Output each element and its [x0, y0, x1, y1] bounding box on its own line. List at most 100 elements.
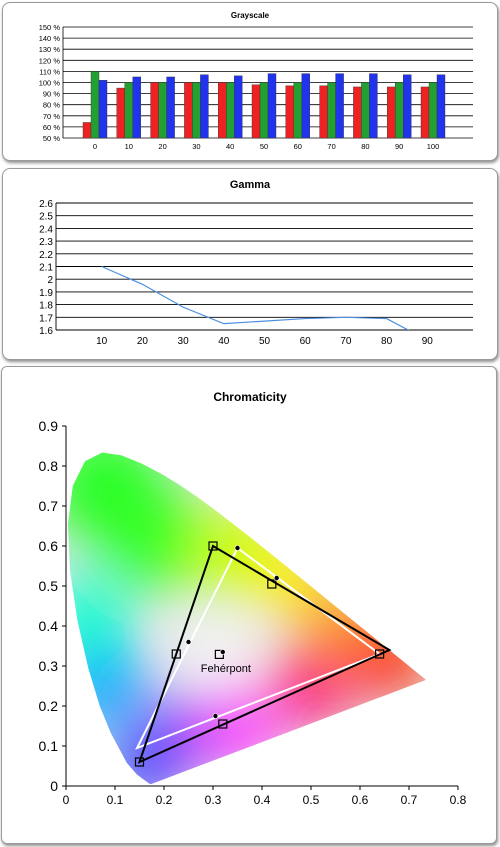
bar-green: [428, 82, 438, 139]
bar-blue: [436, 74, 446, 139]
y-tick-label: 2.4: [39, 224, 53, 235]
y-tick-label: 50 %: [43, 134, 60, 143]
y-tick-label: 0.3: [39, 658, 59, 674]
y-tick-label: 0.5: [39, 578, 59, 594]
x-tick-label: 0.2: [156, 793, 173, 807]
y-tick-label: 80 %: [43, 101, 60, 110]
target-marker: [267, 579, 277, 589]
y-tick-label: 0.8: [39, 458, 59, 474]
y-tick-label: 130 %: [39, 45, 61, 54]
y-tick-label: 2.5: [39, 212, 53, 223]
x-tick-label: 0.8: [450, 793, 467, 807]
gamma-panel: Gamma 1.6 1.7 1.8 1.9 2 2.1 2.2 2.3 2.4 2.5 2.6 10 20…: [2, 168, 498, 360]
x-tick-label: 50: [260, 142, 268, 151]
x-tick-label: 0.7: [401, 793, 418, 807]
y-tick-label: 2.6: [39, 199, 53, 210]
y-tick-label: 120 %: [39, 56, 61, 65]
bar-red: [387, 86, 396, 139]
x-tick-label: 40: [226, 142, 234, 151]
target-marker: [171, 649, 181, 659]
bar-green: [327, 82, 336, 139]
bar-green: [361, 82, 370, 139]
x-tick-label: 20: [137, 336, 149, 347]
grayscale-panel: Grayscale 50 % 60 % 70 % 80 % 90 % 100 % 110 % 1…: [2, 2, 498, 161]
bar-green: [90, 71, 100, 139]
x-tick-label: 60: [300, 336, 312, 347]
y-tick-label: 70 %: [43, 112, 60, 121]
bar-red: [184, 82, 193, 139]
y-tick-label: 1.7: [39, 313, 53, 324]
target-marker: [134, 757, 145, 767]
bar-blue: [132, 76, 142, 139]
x-tick-label: 60: [294, 142, 302, 151]
measured-point: [212, 713, 219, 719]
bar-blue: [267, 73, 277, 139]
bar-blue: [233, 75, 243, 139]
y-tick-label: 150 %: [39, 23, 61, 32]
chart-title: Grayscale: [231, 11, 270, 20]
y-tick-label: 1.9: [39, 288, 53, 299]
bar-red: [251, 84, 261, 139]
grayscale-chart: Grayscale 50 % 60 % 70 % 80 % 90 % 100 % 110 % 1…: [39, 11, 473, 151]
bar-green: [225, 82, 235, 139]
bar-red: [285, 85, 294, 139]
gamma-chart: Gamma 1.6 1.71.8 1.9 22.1 2.2 2.3 2.42.5 2.6 10 20…: [39, 179, 473, 347]
target-marker: [208, 541, 218, 551]
chart-title: Gamma: [230, 179, 271, 191]
target-marker: [218, 719, 228, 729]
x-tick-label: 50: [259, 336, 271, 347]
bar-green: [293, 82, 302, 139]
bar-green: [259, 82, 269, 139]
y-tick-label: 2.1: [39, 263, 53, 274]
y-tick-label: 2: [47, 275, 53, 286]
measured-point: [185, 639, 192, 645]
y-tick-label: 0.9: [39, 418, 59, 434]
x-tick-label: 80: [361, 142, 369, 151]
y-tick-label: 1.6: [39, 326, 53, 337]
bar-green: [395, 82, 404, 139]
x-tick-label: 0.4: [254, 793, 271, 807]
y-tick-label: 100 %: [39, 79, 61, 88]
chromaticity-panel: Chromaticity 0 0.1 0.2 0.3 0.4 0.5 0.6 0.7 0.8 0 0.…: [1, 366, 497, 844]
measured-point: [220, 649, 226, 655]
reference-gamut-triangle: [134, 546, 382, 750]
bar-blue: [166, 76, 175, 139]
x-tick-label: 10: [125, 142, 133, 151]
bar-blue: [369, 73, 378, 139]
bar-blue: [200, 74, 209, 139]
y-tick-label: 2.3: [39, 237, 53, 248]
x-tick-label: 40: [218, 336, 230, 347]
x-tick-label: 80: [381, 336, 393, 347]
x-tick-label: 90: [395, 142, 403, 151]
x-tick-label: 70: [327, 142, 335, 151]
y-tick-label: 0.2: [39, 698, 59, 714]
y-tick-label: 0.1: [39, 738, 59, 754]
x-tick-label: 0: [63, 793, 70, 807]
bar-red: [82, 122, 92, 139]
y-tick-label: 0: [50, 778, 58, 794]
bar-green: [158, 82, 167, 139]
y-tick-label: 0.6: [39, 538, 59, 554]
x-tick-label: 20: [158, 142, 166, 151]
gamma-series-line: [101, 265, 410, 330]
x-tick-label: 0.5: [303, 793, 320, 807]
y-tick-label: 60 %: [43, 123, 60, 132]
x-tick-label: 0: [93, 142, 97, 151]
y-tick-label: 0.7: [39, 498, 59, 514]
measured-point: [273, 575, 280, 581]
y-tick-label: 140 %: [39, 34, 61, 43]
chromaticity-chart: Chromaticity 0 0.1 0.2 0.3 0.4 0.5 0.6 0.7 0.8 0 0.…: [39, 390, 467, 807]
x-tick-label: 30: [178, 336, 190, 347]
whitepoint-label: Fehérpont: [201, 663, 251, 675]
bar-blue: [335, 73, 344, 139]
bar-red: [116, 87, 126, 139]
x-tick-label: 70: [340, 336, 352, 347]
x-tick-label: 0.6: [352, 793, 369, 807]
x-tick-label: 0.3: [205, 793, 222, 807]
measured-point: [234, 545, 241, 551]
bar-red: [420, 86, 430, 139]
cie-color-fill: [67, 452, 427, 785]
x-tick-label: 100: [427, 142, 440, 151]
y-tick-label: 90 %: [43, 90, 60, 99]
y-tick-label: 0.4: [39, 618, 59, 634]
